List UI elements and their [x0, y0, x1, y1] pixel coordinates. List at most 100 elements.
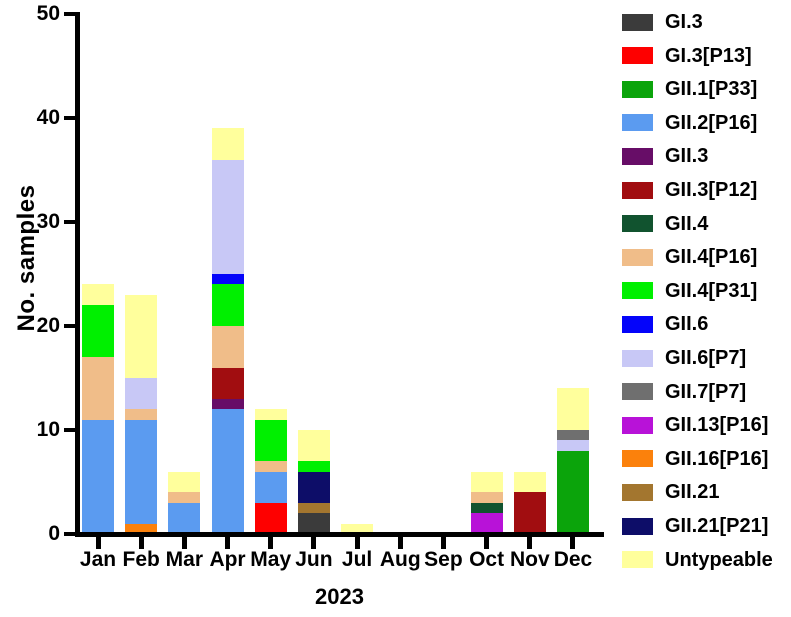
legend-item: GII.3[P12] — [622, 180, 757, 200]
legend-item: GII.6[P7] — [622, 348, 746, 368]
legend-item-label: GII.1[P33] — [665, 78, 758, 101]
legend-swatch — [622, 13, 653, 31]
x-axis-tick-label: Feb — [122, 548, 160, 571]
x-axis-tick-label: Jun — [295, 548, 333, 571]
bar-segment — [82, 419, 114, 534]
x-axis-tick — [225, 537, 231, 549]
bar-segment — [556, 430, 589, 441]
bar-segment — [211, 398, 244, 410]
legend-swatch — [622, 248, 653, 266]
y-axis-tick-label: 0 — [48, 522, 60, 545]
x-axis-tick-label: Sep — [424, 548, 463, 571]
x-axis-tick-label: Jan — [79, 548, 117, 571]
x-axis-tick — [354, 537, 360, 549]
x-axis-tick — [440, 537, 446, 549]
legend-swatch — [622, 416, 653, 434]
legend-item: GI.3[P13] — [622, 46, 752, 66]
legend: GI.3 GI.3[P13] GII.1[P33] GII.2[P16] GII.3 GI… — [622, 0, 791, 617]
legend-swatch — [622, 450, 653, 468]
bar-segment — [125, 378, 158, 410]
bar-segment — [82, 305, 114, 358]
bar-segment — [513, 471, 546, 493]
legend-item: GII.7[P7] — [622, 382, 746, 402]
bar-segment — [470, 502, 503, 514]
y-axis-tick-label: 40 — [36, 106, 60, 129]
legend-item: GII.16[P16] — [622, 449, 768, 469]
legend-item-label: GII.21 — [665, 481, 720, 504]
x-axis-tick-label: Jul — [341, 548, 373, 571]
legend-swatch — [622, 282, 653, 300]
legend-swatch — [622, 147, 653, 165]
bar-segment — [168, 492, 201, 503]
bar-segment — [211, 367, 244, 399]
legend-item-label: GII.3 — [665, 145, 709, 168]
bar-segment — [125, 294, 158, 378]
y-axis-tick — [64, 532, 76, 536]
legend-item-label: GII.6[P7] — [665, 347, 747, 369]
legend-swatch — [622, 349, 653, 367]
legend-item: GII.4 — [622, 214, 708, 234]
bar-segment — [254, 419, 287, 462]
legend-swatch — [622, 315, 653, 333]
bar-segment — [556, 440, 589, 451]
x-axis-line — [75, 532, 604, 537]
legend-swatch — [622, 114, 653, 132]
legend-item-label: GII.7[P7] — [665, 380, 747, 403]
legend-swatch — [622, 215, 653, 233]
bar-segment — [82, 357, 114, 420]
bar-segment — [254, 461, 287, 472]
legend-item: GI.3 — [622, 12, 703, 32]
legend-item-label: GII.21[P21] — [665, 515, 769, 537]
bar-segment — [125, 523, 158, 534]
x-axis-tick-label: Aug — [379, 548, 421, 571]
bar-segment — [297, 461, 330, 472]
legend-swatch — [622, 483, 653, 501]
bar-segment — [254, 409, 287, 420]
x-axis-tick-label: May — [250, 548, 292, 571]
x-axis-tick — [570, 537, 576, 549]
bar-segment — [168, 471, 201, 493]
bar-segment — [125, 409, 158, 420]
legend-item: GII.4[P16] — [622, 247, 757, 267]
y-axis-tick — [64, 428, 76, 432]
legend-item: GII.1[P33] — [622, 79, 757, 99]
bar-segment — [211, 326, 244, 368]
y-axis-line — [75, 12, 80, 537]
x-axis-tick — [484, 537, 490, 549]
legend-item-label: Untypeable — [665, 548, 773, 571]
bar-segment — [513, 492, 546, 534]
legend-swatch — [622, 80, 653, 98]
bar-segment — [556, 388, 589, 430]
x-axis-tick — [268, 537, 274, 549]
y-axis-tick — [64, 12, 76, 16]
legend-swatch — [622, 181, 653, 199]
y-axis-tick — [64, 220, 76, 224]
legend-item-label: GII.3[P12] — [665, 179, 758, 201]
bar-segment — [470, 513, 503, 534]
legend-item-label: GII.6 — [665, 313, 709, 336]
y-axis-tick-label: 50 — [36, 2, 60, 25]
bar-segment — [297, 502, 330, 514]
bar-segment — [297, 471, 330, 503]
bar-segment — [211, 409, 244, 534]
legend-item: GII.4[P31] — [622, 281, 757, 301]
x-axis-tick — [181, 537, 187, 549]
legend-item-label: GI.3[P13] — [665, 44, 752, 67]
legend-swatch — [622, 517, 653, 535]
y-axis-tick-label: 10 — [36, 418, 60, 441]
y-axis-tick-label: 30 — [36, 210, 60, 233]
legend-item: GII.3 — [622, 146, 708, 166]
bar-segment — [341, 523, 374, 534]
x-axis-tick-label: Oct — [469, 548, 505, 571]
bar-segment — [470, 471, 503, 493]
legend-item-label: GII.13[P16] — [665, 414, 769, 437]
legend-item-label: GII.4[P16] — [665, 246, 758, 269]
bar-segment — [254, 502, 287, 534]
legend-item: GII.21[P21] — [622, 516, 768, 536]
legend-item: GII.21 — [622, 482, 719, 502]
legend-item: GII.13[P16] — [622, 415, 768, 435]
x-axis-tick-label: Apr — [209, 548, 246, 571]
bar-segment — [297, 430, 330, 462]
y-axis-tick — [64, 116, 76, 120]
